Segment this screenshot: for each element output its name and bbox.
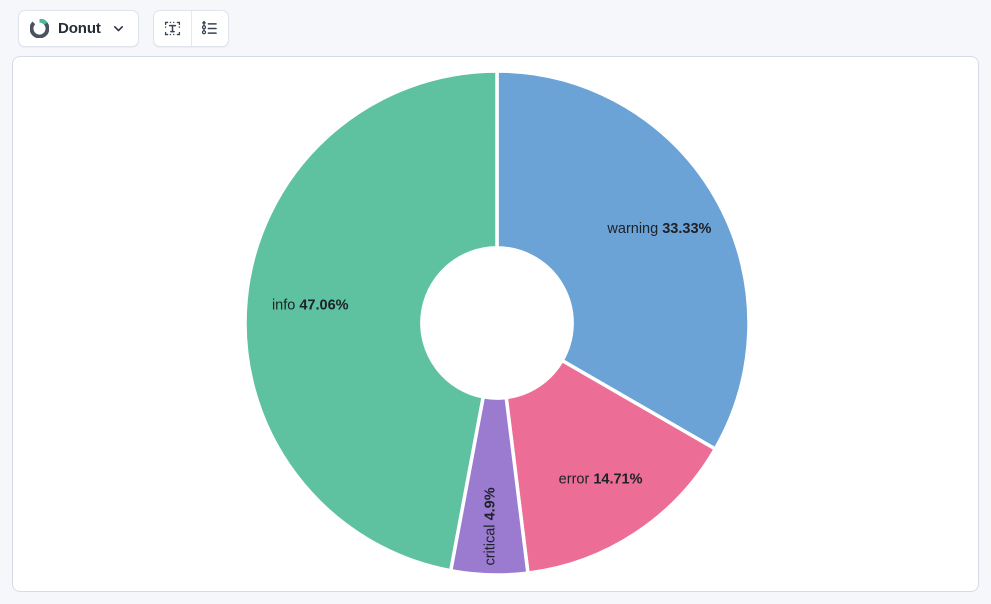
slice-label-value: 33.33% — [662, 221, 711, 237]
slice-label-critical: critical 4.9% — [483, 487, 499, 565]
donut-slices — [243, 69, 751, 577]
donut-icon — [30, 18, 49, 38]
slice-label-value: 4.9% — [483, 487, 499, 520]
chart-options-group — [152, 9, 229, 47]
donut-slice-warning[interactable] — [495, 69, 751, 452]
chart-card: warning 33.33% error 14.71% critical 4.9% i… — [12, 56, 979, 592]
chart-type-dropdown[interactable]: Donut — [18, 9, 139, 47]
slice-label-info: info 47.06% — [272, 298, 349, 314]
chart-type-label: Donut — [58, 19, 101, 37]
donut-slice-error[interactable] — [504, 358, 718, 576]
sort-series-button[interactable] — [190, 10, 228, 46]
toggle-data-labels-button[interactable] — [154, 11, 191, 46]
chevron-down-icon — [110, 22, 125, 35]
slice-label-value: 47.06% — [299, 298, 348, 314]
slice-label-name: warning — [606, 221, 662, 237]
sort-icon — [200, 19, 219, 38]
slice-label-name: error — [559, 471, 594, 487]
text-label-icon — [163, 19, 182, 38]
donut-chart[interactable]: warning 33.33% error 14.71% critical 4.9% i… — [13, 57, 979, 592]
slice-label-value: 14.71% — [593, 471, 642, 487]
donut-slice-info[interactable] — [243, 69, 499, 573]
toolbar: Donut — [0, 0, 991, 56]
slice-label-warning: warning 33.33% — [606, 221, 711, 237]
slice-label-error: error 14.71% — [559, 471, 643, 487]
slice-label-name: info — [272, 298, 299, 314]
donut-slice-labels: warning 33.33% error 14.71% critical 4.9% i… — [272, 221, 712, 565]
slice-label-name: critical — [483, 520, 499, 565]
